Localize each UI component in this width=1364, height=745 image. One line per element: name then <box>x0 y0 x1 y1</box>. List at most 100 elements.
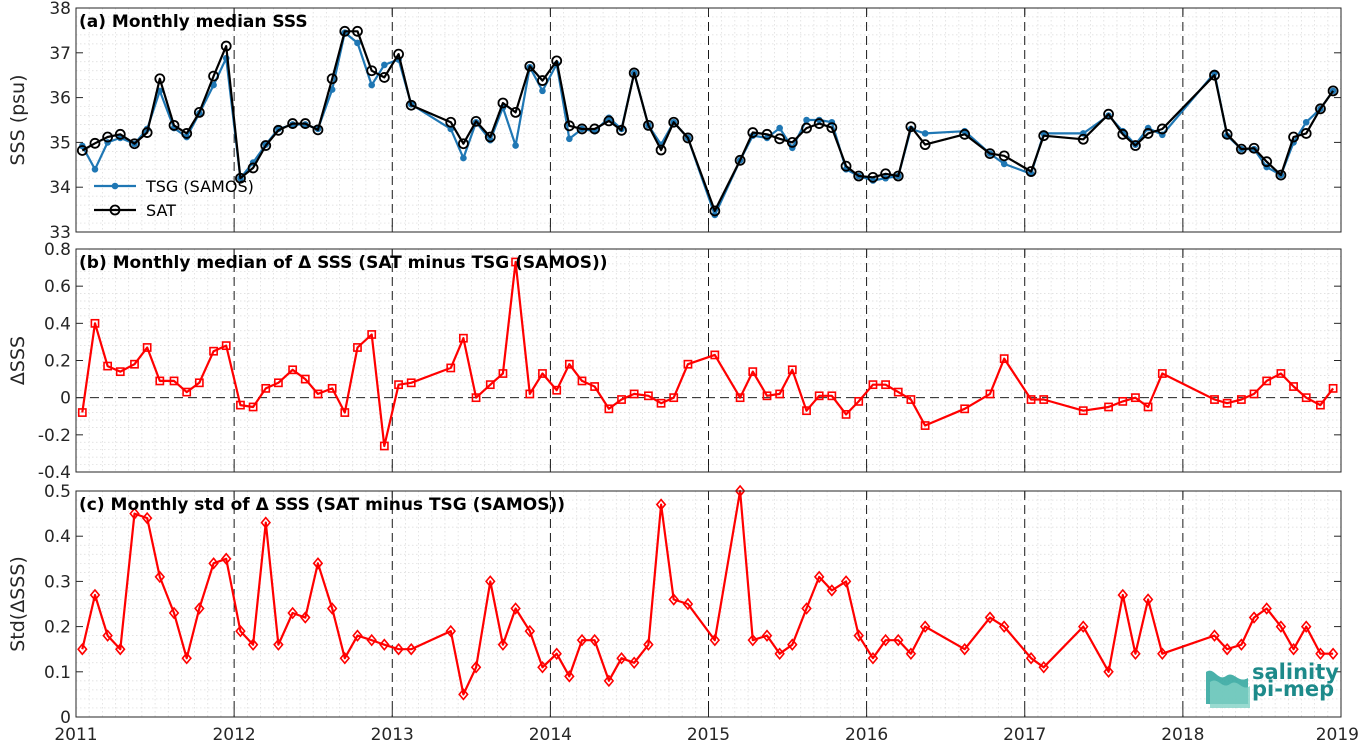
data-point <box>89 588 101 602</box>
x-tick-label: 2015 <box>687 725 730 745</box>
data-point <box>1026 395 1036 404</box>
y-tick-label: 0.5 <box>44 482 71 502</box>
data-point <box>247 162 259 174</box>
y-tick-label: 34 <box>49 178 71 198</box>
data-point <box>312 557 324 570</box>
data-point <box>1142 128 1154 139</box>
data-point <box>853 170 865 182</box>
data-point <box>497 97 509 109</box>
data-point <box>734 154 746 166</box>
data-point <box>247 638 259 651</box>
data-point <box>921 130 929 137</box>
data-point <box>1000 160 1008 168</box>
y-tick-label: 38 <box>49 0 71 19</box>
data-point <box>89 137 101 149</box>
panel-1: -0.4 -0.2 0 0.2 0.4 0.6 0.8 ΔSSS (b) Monthly med… <box>7 240 1342 483</box>
data-point <box>1039 395 1049 404</box>
data-point <box>576 633 588 647</box>
data-point <box>445 116 457 128</box>
data-point <box>787 638 798 651</box>
data-point <box>299 118 311 129</box>
legend-label: SAT <box>146 201 176 220</box>
data-point <box>539 87 546 95</box>
y-tick-label: 0.4 <box>44 527 71 547</box>
data-point <box>261 383 271 393</box>
logo-line1: salinity <box>1252 660 1339 684</box>
data-point <box>880 168 891 180</box>
data-point <box>326 73 338 85</box>
data-point <box>1077 133 1089 145</box>
data-point <box>354 39 361 47</box>
data-point <box>194 378 204 388</box>
data-point <box>867 171 879 183</box>
data-point <box>115 642 126 656</box>
data-point <box>210 81 217 89</box>
y-tick-label: 36 <box>49 89 71 109</box>
data-point <box>1300 128 1312 139</box>
data-point <box>1248 142 1260 154</box>
chart-panels: 33 34 35 36 37 38 SSS (psu) (a) Monthly median … <box>7 0 1359 745</box>
data-point <box>604 404 614 414</box>
data-point <box>919 620 931 633</box>
data-point <box>141 511 153 525</box>
data-point <box>1142 593 1154 606</box>
data-point <box>552 385 562 395</box>
data-point <box>77 642 88 656</box>
data-point <box>76 145 88 156</box>
y-tick-label: 33 <box>49 223 71 243</box>
data-point <box>709 205 721 217</box>
data-point <box>406 378 416 388</box>
data-point <box>643 119 654 131</box>
data-point <box>510 602 521 615</box>
data-point <box>564 359 574 369</box>
data-point <box>841 409 851 419</box>
series-line <box>81 30 1334 212</box>
data-point <box>142 343 152 352</box>
data-point <box>774 647 785 660</box>
data-point <box>763 134 771 142</box>
data-point <box>893 387 903 397</box>
data-point <box>629 389 639 399</box>
data-point <box>628 656 640 670</box>
y-tick-label: 0.3 <box>44 572 71 592</box>
data-point <box>1131 393 1140 403</box>
data-point <box>1078 406 1088 416</box>
data-point <box>168 606 180 620</box>
data-point <box>1209 629 1220 642</box>
data-point <box>129 507 140 520</box>
logo-wave-icon-2 <box>1210 680 1250 708</box>
data-point <box>826 122 838 134</box>
data-point <box>984 148 996 160</box>
data-point <box>91 165 99 173</box>
data-point <box>445 624 457 638</box>
data-point <box>103 361 113 371</box>
data-point <box>181 128 193 139</box>
data-point <box>181 651 192 665</box>
data-point <box>1261 602 1272 615</box>
data-point <box>394 380 403 390</box>
data-point <box>576 123 588 135</box>
x-tick-label: 2012 <box>212 725 255 745</box>
data-point <box>880 633 891 647</box>
logo: salinity pi-mep <box>1206 660 1339 708</box>
legend-marker <box>111 182 119 190</box>
data-point <box>272 124 284 136</box>
data-point <box>762 391 772 401</box>
data-point <box>339 651 351 665</box>
data-point <box>656 398 666 408</box>
data-point <box>1236 395 1246 404</box>
data-point <box>77 408 87 417</box>
data-point <box>458 138 469 150</box>
data-point <box>183 133 190 141</box>
data-point <box>169 376 179 386</box>
data-point <box>220 552 232 566</box>
data-point <box>616 651 627 665</box>
data-point <box>668 593 679 606</box>
data-point <box>300 611 311 624</box>
data-point <box>485 380 495 390</box>
data-point <box>260 140 272 151</box>
data-point <box>617 395 626 404</box>
data-point <box>669 393 679 403</box>
data-point <box>405 99 417 111</box>
data-point <box>564 670 575 683</box>
